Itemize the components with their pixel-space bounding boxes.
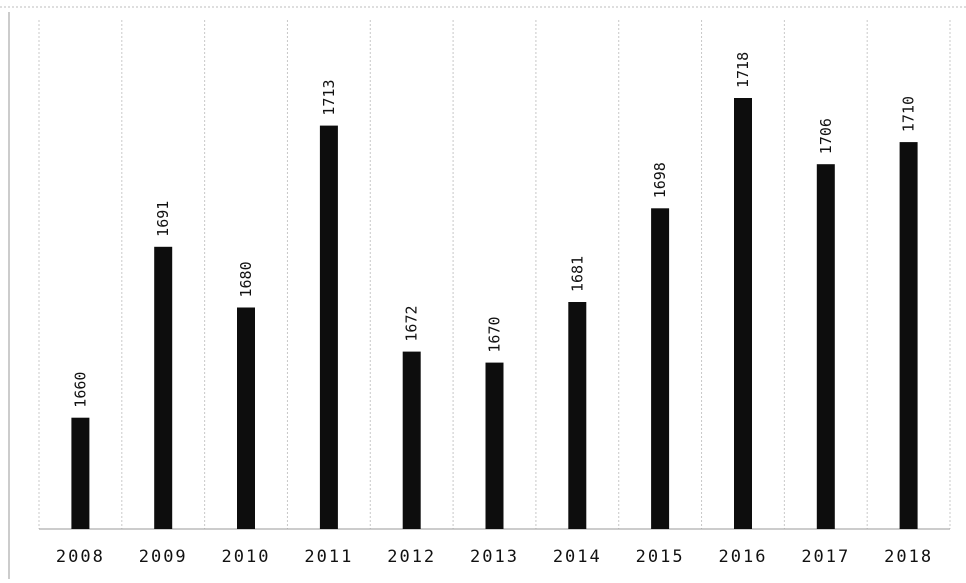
bar-2010 — [237, 307, 255, 529]
x-tick-2012: 2012 — [387, 547, 436, 567]
bar-2018 — [899, 142, 918, 529]
data-label-2012: 1672 — [403, 305, 421, 341]
x-tick-2017: 2017 — [801, 547, 850, 567]
data-label-2017: 1706 — [817, 118, 835, 154]
x-tick-2009: 2009 — [139, 547, 188, 567]
data-label-2011: 1713 — [320, 79, 338, 115]
gridlines — [38, 20, 951, 529]
bar-2012 — [402, 351, 421, 529]
bar-2011 — [319, 125, 338, 529]
data-label-2013: 1670 — [486, 316, 504, 352]
data-label-2014: 1681 — [568, 256, 586, 292]
data-labels: 1660 1691 1680 1713 1672 1670 1681 1698 1718 1706… — [71, 52, 917, 408]
bar-2009 — [154, 246, 173, 530]
x-tick-2018: 2018 — [884, 547, 933, 567]
data-label-2018: 1710 — [900, 96, 918, 132]
data-label-2015: 1698 — [651, 162, 669, 198]
bars — [71, 98, 918, 530]
data-label-2008: 1660 — [71, 372, 89, 408]
bar-2014 — [568, 302, 587, 529]
bar-2008 — [71, 417, 90, 529]
x-tick-2013: 2013 — [470, 547, 519, 567]
data-label-2016: 1718 — [734, 52, 752, 88]
bar-2016 — [734, 98, 752, 529]
bar-2013 — [485, 362, 504, 529]
x-tick-2011: 2011 — [304, 547, 353, 567]
x-tick-2014: 2014 — [553, 547, 602, 567]
x-tick-2010: 2010 — [222, 547, 271, 567]
bar-2017 — [816, 164, 835, 529]
x-tick-labels: 2008 2009 2010 2011 2012 2013 2014 2015 2016 2017… — [56, 547, 933, 567]
data-label-2009: 1691 — [154, 201, 172, 237]
x-tick-2016: 2016 — [719, 547, 768, 567]
x-tick-2015: 2015 — [636, 547, 685, 567]
x-tick-2008: 2008 — [56, 547, 105, 567]
bar-2015 — [651, 208, 670, 530]
data-label-2010: 1680 — [237, 261, 255, 297]
